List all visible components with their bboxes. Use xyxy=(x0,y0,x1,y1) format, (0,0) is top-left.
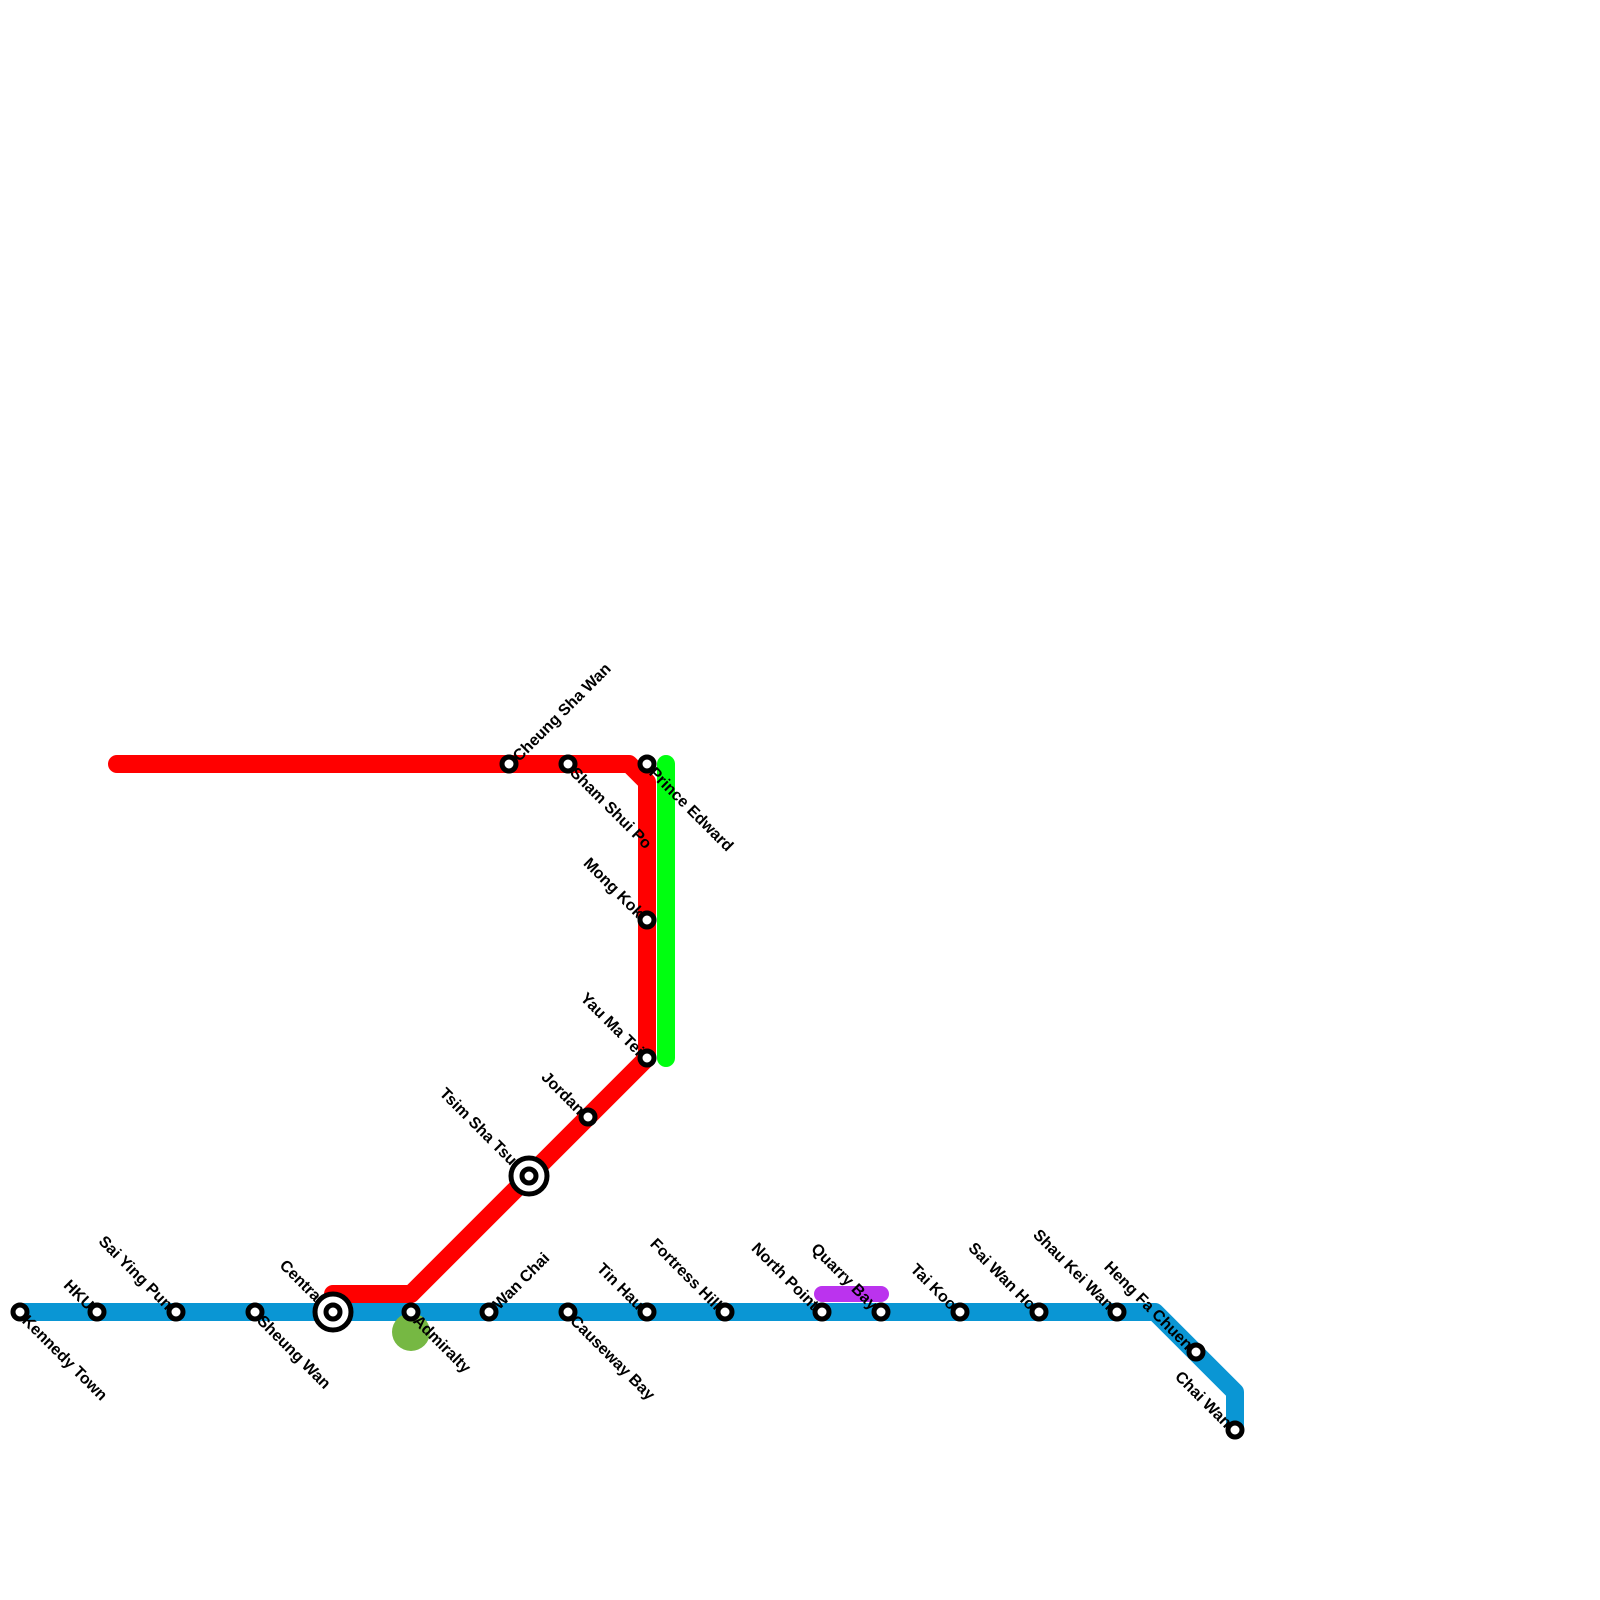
station-prince-edward[interactable] xyxy=(637,754,657,774)
station-label-cheung-sha-wan: Cheung Sha Wan xyxy=(510,660,615,765)
station-marker[interactable] xyxy=(558,1302,578,1322)
station-jordan[interactable] xyxy=(578,1107,598,1127)
station-tin-hau[interactable] xyxy=(637,1302,657,1322)
station-causeway-bay[interactable] xyxy=(558,1302,578,1322)
red-line xyxy=(108,755,656,1303)
station-label-sai-ying-pun: Sai Ying Pun xyxy=(95,1233,176,1314)
station-label-causeway-bay: Causeway Bay xyxy=(566,1313,657,1404)
station-wan-chai[interactable] xyxy=(479,1302,499,1322)
station-marker[interactable] xyxy=(87,1302,107,1322)
station-marker[interactable] xyxy=(871,1302,891,1322)
station-marker[interactable] xyxy=(637,1048,657,1068)
station-marker[interactable] xyxy=(245,1302,265,1322)
station-heng-fa-chuen[interactable] xyxy=(1186,1342,1206,1362)
station-marker[interactable] xyxy=(1186,1342,1206,1362)
station-sheung-wan[interactable] xyxy=(245,1302,265,1322)
station-marker[interactable] xyxy=(812,1302,832,1322)
station-sham-shui-po[interactable] xyxy=(558,754,578,774)
station-sai-ying-pun[interactable] xyxy=(166,1302,186,1322)
station-central[interactable] xyxy=(312,1291,354,1333)
admiralty-marker xyxy=(392,1313,430,1351)
station-yau-ma-tei[interactable] xyxy=(637,1048,657,1068)
station-marker[interactable] xyxy=(558,754,578,774)
station-label-yau-ma-tei: Yau Ma Tei xyxy=(577,990,647,1060)
station-label-tsim-sha-tsui: Tsim Sha Tsui xyxy=(436,1085,523,1172)
station-kennedy-town[interactable] xyxy=(10,1302,30,1322)
station-admiralty[interactable] xyxy=(401,1302,421,1322)
station-marker[interactable] xyxy=(10,1302,30,1322)
station-label-fortress-hill: Fortress Hill xyxy=(646,1236,724,1314)
station-marker[interactable] xyxy=(1107,1302,1127,1322)
station-mong-kok[interactable] xyxy=(637,910,657,930)
station-marker[interactable] xyxy=(1225,1420,1245,1440)
station-north-point[interactable] xyxy=(812,1302,832,1322)
station-marker[interactable] xyxy=(578,1107,598,1127)
station-label-kennedy-town: Kennedy Town xyxy=(18,1313,110,1405)
station-marker[interactable] xyxy=(479,1302,499,1322)
station-label-mong-kok: Mong Kok xyxy=(580,855,647,922)
station-marker[interactable] xyxy=(1029,1302,1049,1322)
station-cheung-sha-wan[interactable] xyxy=(499,754,519,774)
station-marker[interactable] xyxy=(401,1302,421,1322)
station-marker[interactable] xyxy=(637,754,657,774)
station-label-jordan: Jordan xyxy=(538,1069,588,1119)
station-shau-kei-wan[interactable] xyxy=(1107,1302,1127,1322)
station-fortress-hill[interactable] xyxy=(715,1302,735,1322)
station-chai-wan[interactable] xyxy=(1225,1420,1245,1440)
station-sai-wan-ho[interactable] xyxy=(1029,1302,1049,1322)
station-tai-koo[interactable] xyxy=(950,1302,970,1322)
station-marker[interactable] xyxy=(715,1302,735,1322)
station-marker[interactable] xyxy=(637,1302,657,1322)
station-marker[interactable] xyxy=(499,754,519,774)
station-quarry-bay[interactable] xyxy=(871,1302,891,1322)
station-marker[interactable] xyxy=(166,1302,186,1322)
station-hku[interactable] xyxy=(87,1302,107,1322)
station-marker[interactable] xyxy=(637,910,657,930)
station-marker[interactable] xyxy=(950,1302,970,1322)
station-marker[interactable] xyxy=(323,1302,343,1322)
station-label-central: Central xyxy=(276,1257,327,1308)
station-marker[interactable] xyxy=(519,1166,539,1186)
station-label-sai-wan-ho: Sai Wan Ho xyxy=(965,1240,1039,1314)
station-tsim-sha-tsui[interactable] xyxy=(508,1155,550,1197)
